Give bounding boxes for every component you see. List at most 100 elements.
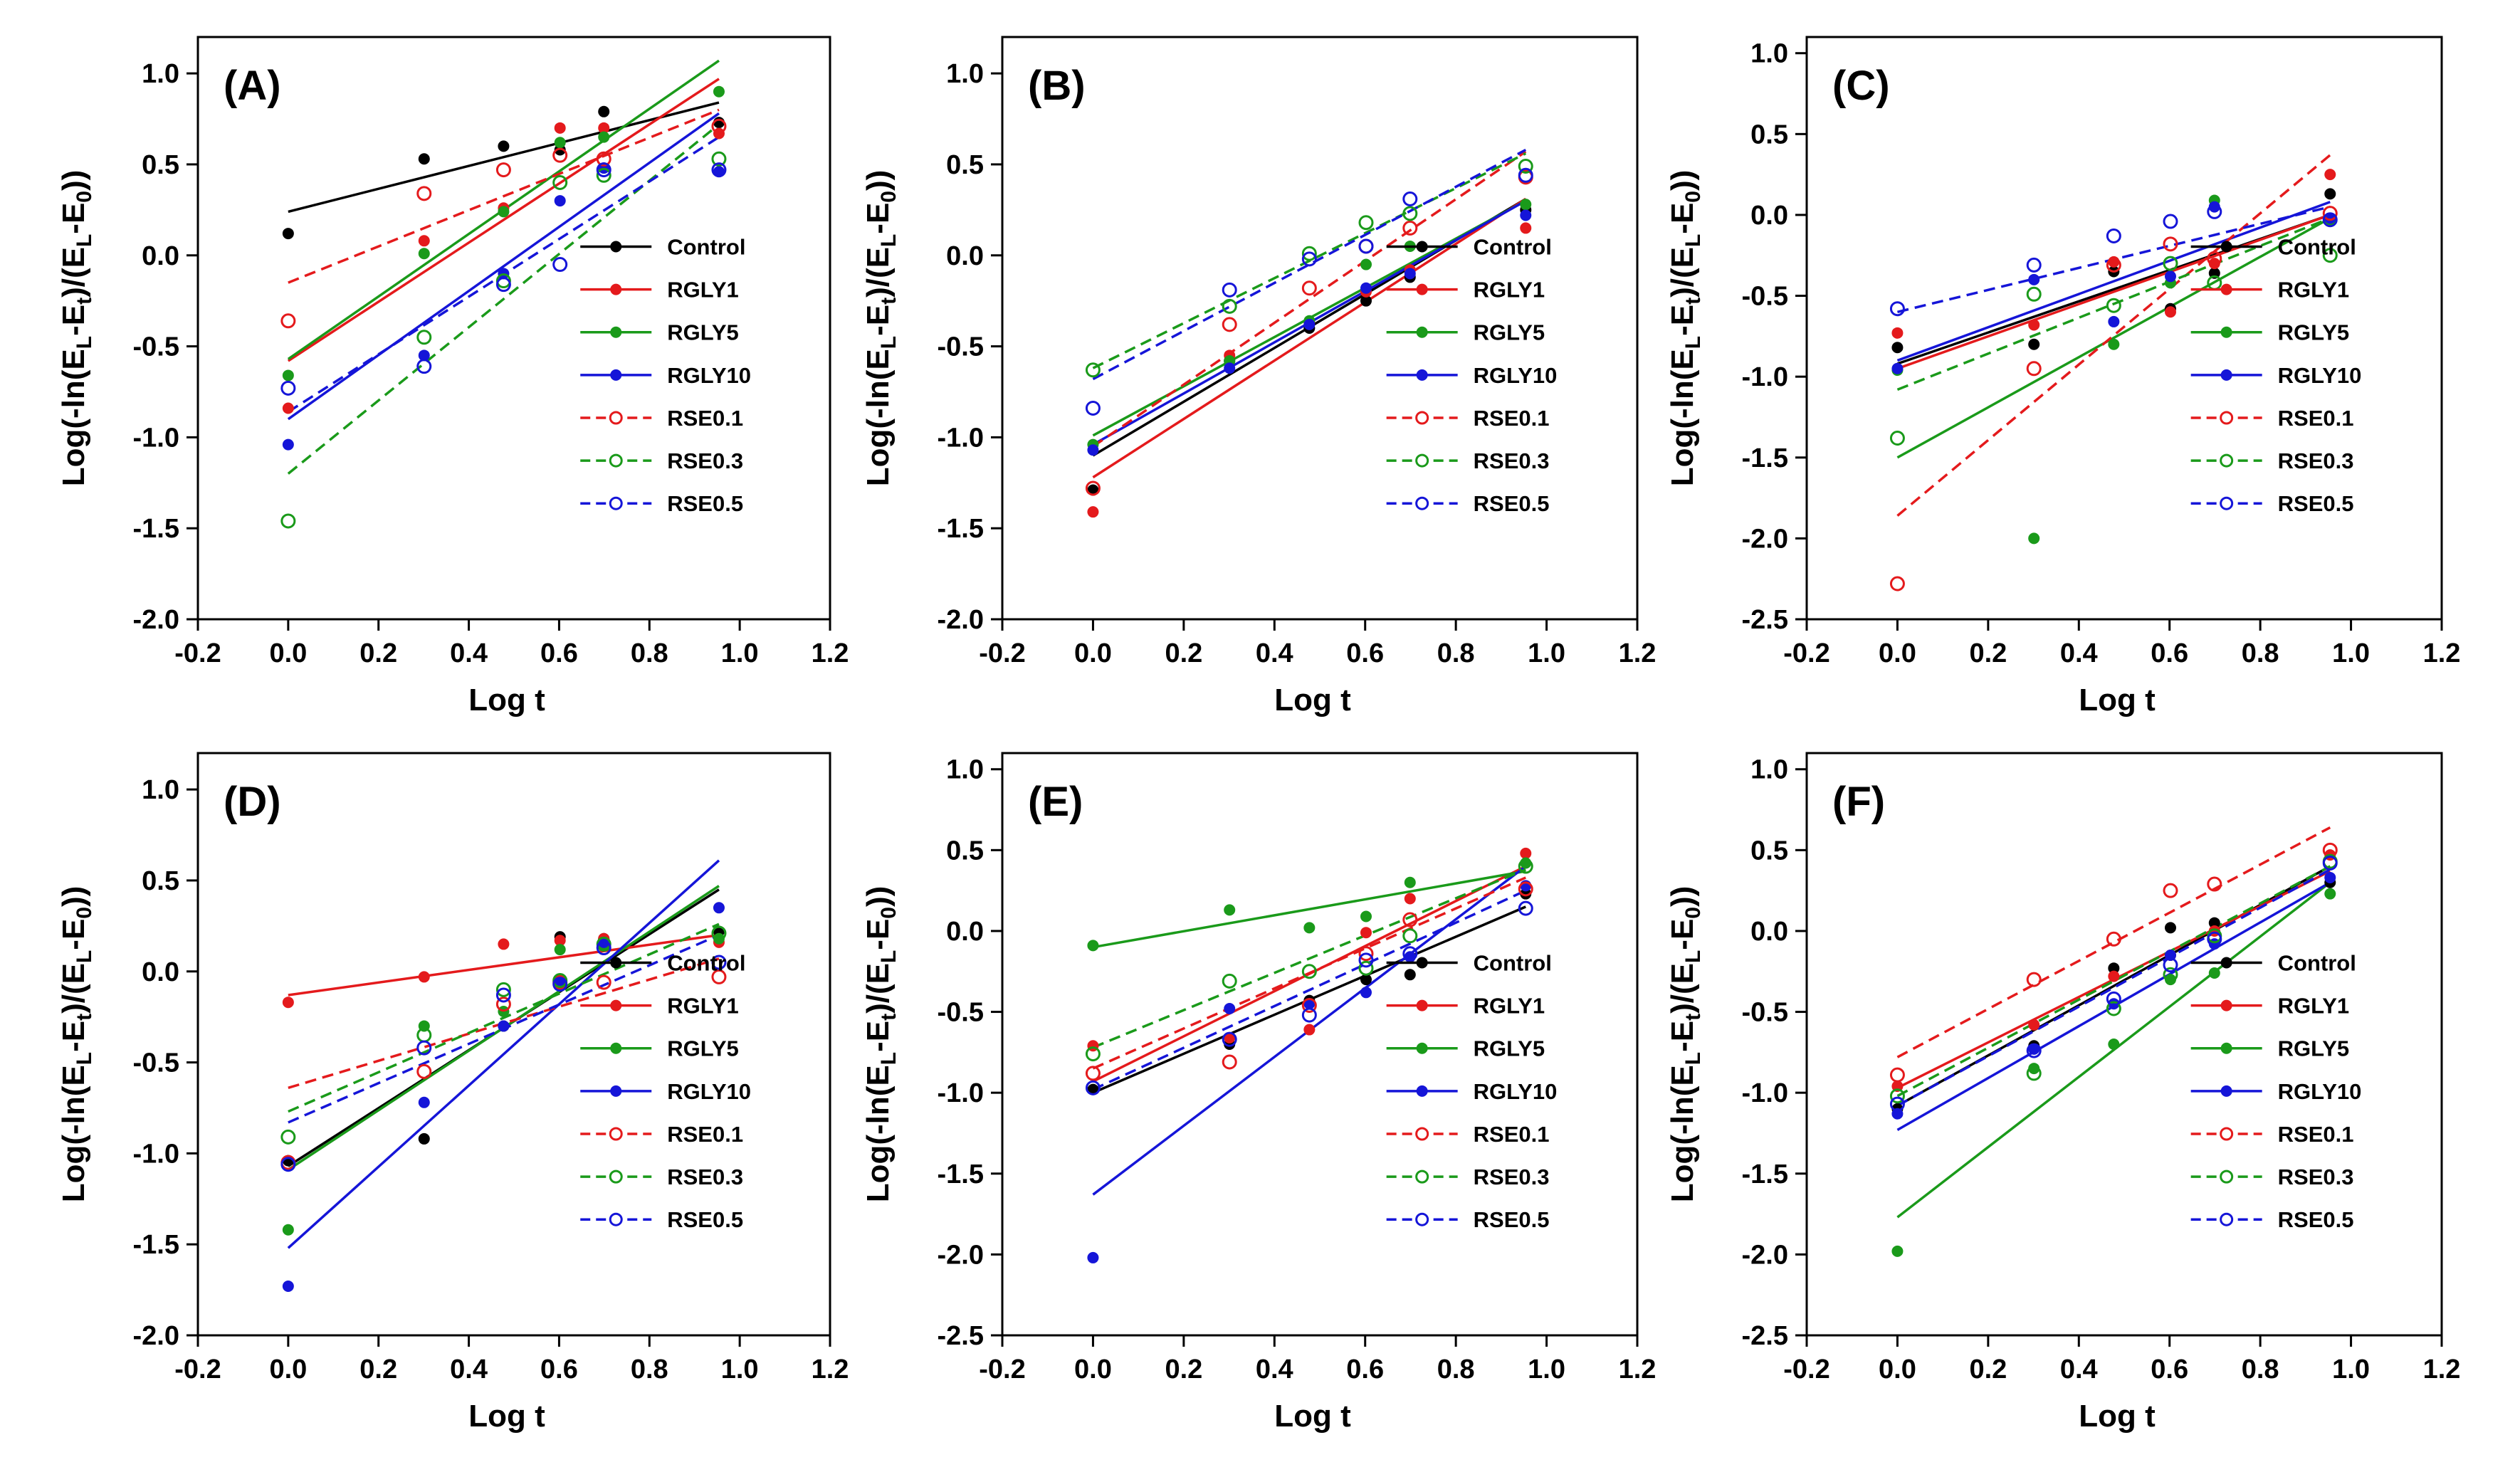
point-rgly10 <box>2028 1043 2040 1055</box>
y-tick-label: -2.0 <box>1742 1240 1788 1270</box>
legend-label-rgly1: RGLY1 <box>1474 278 1545 303</box>
point-rse0.5 <box>1402 946 1418 962</box>
fit-line-rse0.1 <box>1896 826 2331 1058</box>
y-axis-label-part: Log(-ln(E <box>861 349 896 486</box>
legend-marker-rse0.3 <box>1415 453 1429 468</box>
y-tick-label: 0.5 <box>1750 120 1788 149</box>
y-tick-label: 1.0 <box>1750 39 1788 69</box>
point-rse0.3 <box>1518 858 1533 874</box>
point-rgly10 <box>282 1280 294 1292</box>
point-rgly1 <box>598 122 610 134</box>
point-rse0.5 <box>711 955 727 970</box>
point-rse0.3 <box>1889 431 1905 446</box>
point-rse0.5 <box>552 977 568 992</box>
fit-line-rgly1 <box>1896 214 2331 370</box>
point-rgly5 <box>2164 974 2176 986</box>
legend-label-rgly1: RGLY1 <box>2278 994 2350 1019</box>
point-rse0.5 <box>495 987 511 1003</box>
point-rgly10 <box>2324 212 2336 224</box>
point-control <box>1891 342 1904 354</box>
point-rse0.5 <box>1301 251 1317 267</box>
point-rgly1 <box>2324 169 2336 181</box>
x-tick-label: 1.0 <box>2332 1355 2370 1384</box>
point-rse0.1 <box>1889 576 1905 592</box>
panel-e: -0.2 0.0 0.2 0.4 0.6 0.8 1.0 1.2 -2.5 -2.0 -1.5 -1.… <box>861 752 1656 1434</box>
legend-marker-rgly1 <box>2220 999 2232 1011</box>
point-rgly1 <box>1520 222 1532 234</box>
x-tick-label: 0.8 <box>2242 1355 2279 1384</box>
point-control <box>2208 917 2220 929</box>
x-axis-label: Log t <box>2079 1399 2156 1434</box>
point-rse0.1 <box>1889 1067 1905 1083</box>
y-tick-label: -0.5 <box>133 1048 179 1078</box>
x-tick-label: 0.2 <box>1165 638 1202 668</box>
point-rgly10 <box>498 1020 510 1032</box>
point-rse0.3 <box>1402 206 1418 221</box>
y-axis-label-subscript: L <box>877 950 901 963</box>
point-rse0.3 <box>2163 256 2178 271</box>
legend-label-rse0.1: RSE0.1 <box>2278 406 2354 431</box>
y-tick-label: 1.0 <box>946 59 984 89</box>
point-rse0.5 <box>2026 257 2042 273</box>
point-rse0.1 <box>1222 1054 1237 1070</box>
point-rgly5 <box>1224 904 1236 916</box>
y-axis-label-subscript: 0 <box>877 191 901 203</box>
point-rse0.5 <box>1222 282 1237 298</box>
y-tick-label: 0.5 <box>946 836 984 866</box>
y-axis-label-subscript: 0 <box>877 907 901 919</box>
point-rse0.1 <box>495 162 511 178</box>
legend-marker-rgly5 <box>2220 326 2232 338</box>
y-axis-label-part: -E <box>861 1021 896 1052</box>
x-tick-label: 0.6 <box>1346 638 1384 668</box>
legend-label-rse0.5: RSE0.5 <box>2278 491 2354 516</box>
y-axis-label-subscript: L <box>1681 234 1705 247</box>
x-tick-label: 0.8 <box>1437 638 1475 668</box>
y-axis-label-subscript: L <box>73 1052 96 1065</box>
point-rgly10 <box>713 902 725 914</box>
point-rse0.3 <box>2026 1066 2042 1081</box>
point-rse0.1 <box>596 974 611 990</box>
legend-marker-rse0.5 <box>2220 1212 2234 1226</box>
point-rse0.5 <box>1085 1080 1101 1095</box>
point-rgly10 <box>1224 362 1236 374</box>
x-tick-label: 0.0 <box>1879 638 1916 668</box>
y-tick-label: -1.0 <box>938 1078 984 1108</box>
legend-marker-rgly5 <box>1416 326 1428 338</box>
legend-marker-rse0.1 <box>2220 1127 2234 1141</box>
legend-marker-rse0.3 <box>2220 453 2234 468</box>
x-tick-label: 0.0 <box>1074 638 1112 668</box>
point-rgly10 <box>1520 209 1532 221</box>
panel-e-frame <box>1001 752 1639 1337</box>
point-rgly5 <box>598 131 610 143</box>
y-tick-label: 0.5 <box>142 150 179 180</box>
y-tick-label: 0.5 <box>946 150 984 180</box>
y-axis-label-part: )/(E <box>56 247 91 298</box>
y-axis-label-part: )/(E <box>1665 247 1700 298</box>
legend-label-rse0.1: RSE0.1 <box>667 406 743 431</box>
point-rgly1 <box>282 997 294 1009</box>
legend-marker-rgly1 <box>1416 283 1428 295</box>
x-tick-label: 0.4 <box>450 1355 488 1384</box>
point-rse0.5 <box>596 162 611 178</box>
y-axis-label-subscript: L <box>877 336 901 349</box>
point-rse0.5 <box>1085 400 1101 416</box>
y-tick-label: -1.0 <box>1742 1078 1788 1108</box>
y-axis-label-part: -E <box>861 919 896 950</box>
point-rse0.1 <box>1085 480 1101 496</box>
legend-label-rse0.1: RSE0.1 <box>667 1122 743 1147</box>
x-tick-label: 0.6 <box>540 1355 578 1384</box>
y-axis-label-subscript: L <box>73 950 96 963</box>
legend-label-rse0.3: RSE0.3 <box>2278 1165 2354 1189</box>
y-tick-label: -1.0 <box>938 423 984 453</box>
y-tick-label: 0.0 <box>142 241 179 271</box>
x-tick-label: 1.2 <box>2423 638 2461 668</box>
point-rgly5 <box>1360 258 1372 270</box>
y-tick-label: -1.5 <box>938 514 984 544</box>
point-rse0.1 <box>2106 257 2121 273</box>
panel-label: (E) <box>1028 779 1083 825</box>
legend-label-rgly1: RGLY1 <box>2278 278 2350 303</box>
fit-line-rgly1 <box>287 78 720 362</box>
point-rgly5 <box>282 369 294 382</box>
point-rse0.5 <box>2163 957 2178 973</box>
legend-marker-rse0.5 <box>2220 496 2234 510</box>
